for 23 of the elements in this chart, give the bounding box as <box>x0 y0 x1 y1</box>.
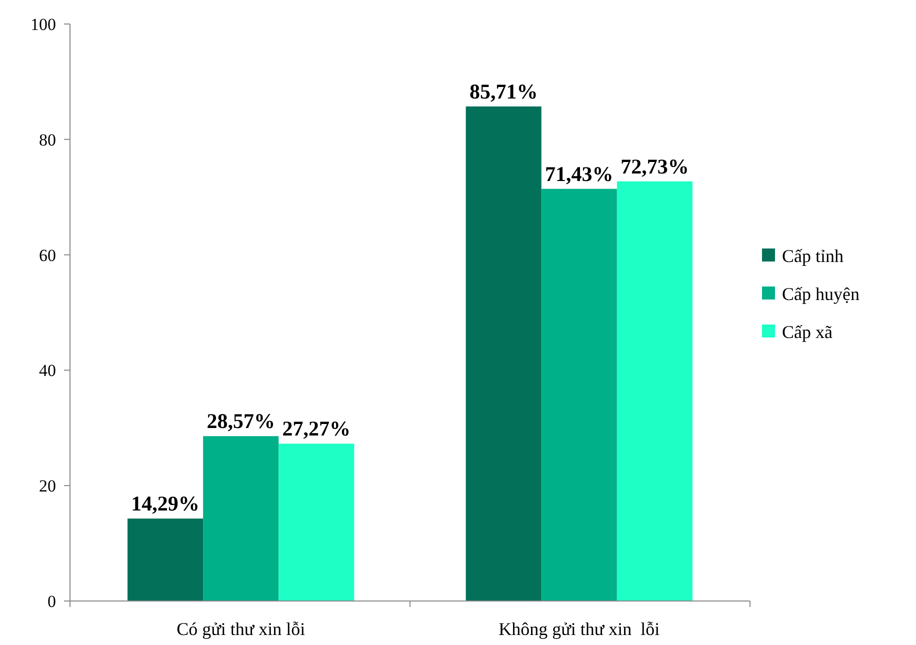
x-tick-label: Có gửi thư xin lỗi <box>176 619 306 639</box>
y-tick-label: 0 <box>48 592 56 611</box>
data-label: 14,29% <box>131 492 200 516</box>
y-tick-label: 60 <box>39 246 56 265</box>
y-tick-label: 80 <box>39 130 56 150</box>
y-tick-label: 40 <box>39 361 56 380</box>
data-label: 28,57% <box>206 409 275 434</box>
bar <box>466 106 542 601</box>
bar <box>203 436 279 601</box>
y-tick-label: 20 <box>39 476 56 496</box>
legend-label: Cấp xã <box>782 322 832 342</box>
bar <box>278 444 354 601</box>
x-tick-label: Không gửi thư xin lỗi <box>498 619 660 639</box>
bar <box>616 181 692 601</box>
bar <box>541 188 617 601</box>
legend-label: Cấp huyện <box>782 284 860 304</box>
data-label: 72,73% <box>620 154 689 178</box>
data-label: 71,43% <box>545 162 614 186</box>
y-tick-label: 100 <box>30 14 56 34</box>
legend-label: Cấp tỉnh <box>782 246 844 266</box>
data-label: 85,71% <box>469 79 538 104</box>
data-label: 27,27% <box>282 416 351 441</box>
bar <box>128 518 204 601</box>
